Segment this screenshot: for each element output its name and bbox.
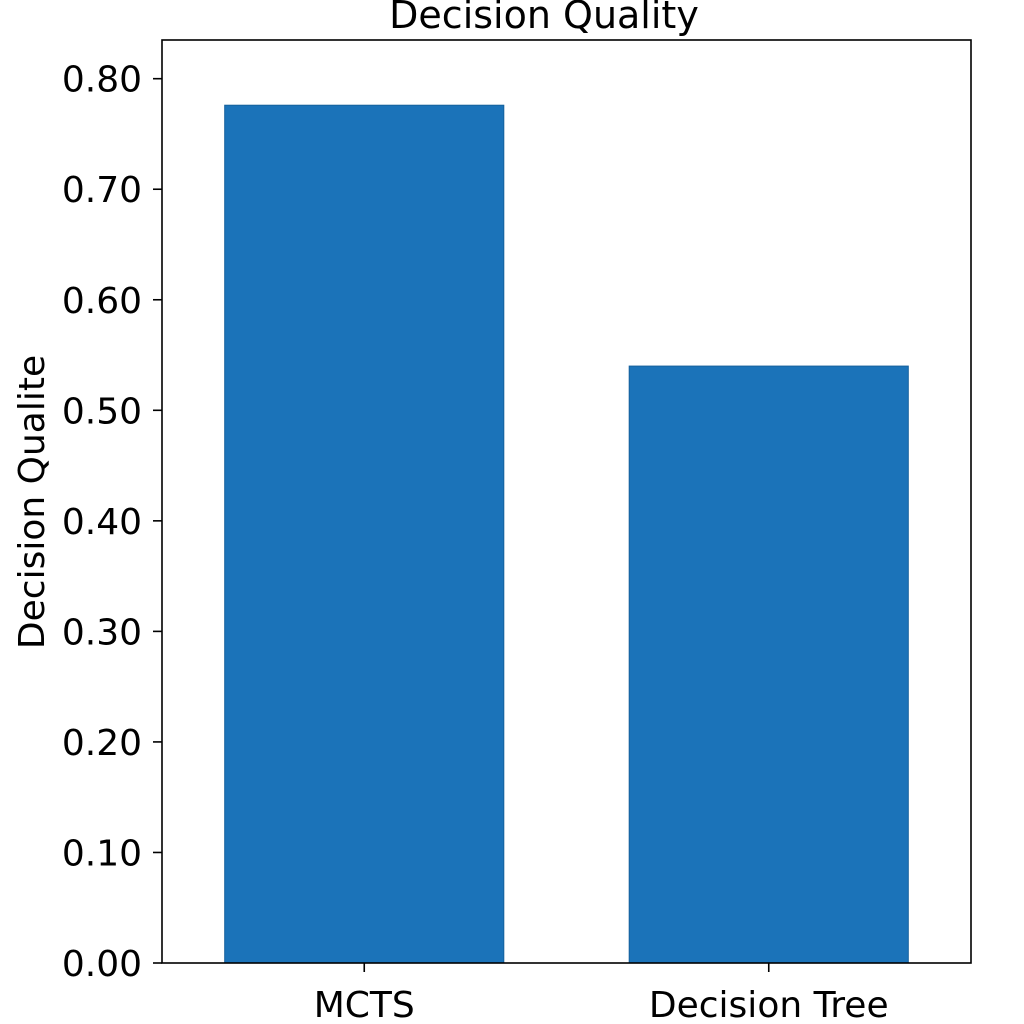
bar-mcts (224, 104, 505, 964)
bar-decision-tree (628, 365, 909, 964)
y-tick-label: 0.80 (62, 60, 142, 101)
x-tick-label: MCTS (314, 985, 415, 1024)
x-ticks-group: MCTS Decision Tree (314, 963, 889, 1024)
y-tick-label: 0.00 (62, 944, 142, 985)
plot-frame (161, 39, 972, 964)
y-tick-label: 0.70 (62, 170, 142, 211)
y-tick-label: 0.10 (62, 833, 142, 874)
y-tick-label: 0.50 (62, 391, 142, 432)
y-tick-label: 0.60 (62, 281, 142, 322)
y-tick-label: 0.20 (62, 723, 142, 764)
y-axis-label: Decision Qualite (12, 355, 53, 649)
chart-title: Decision Quality (389, 0, 699, 37)
y-ticks-group: 0.00 0.10 0.20 0.30 0.40 0.50 0.60 0.70 0.80 (62, 60, 162, 985)
x-tick-label: Decision Tree (649, 985, 889, 1024)
y-tick-label: 0.30 (62, 612, 142, 653)
bars-group (224, 104, 909, 964)
y-tick-label: 0.40 (62, 502, 142, 543)
